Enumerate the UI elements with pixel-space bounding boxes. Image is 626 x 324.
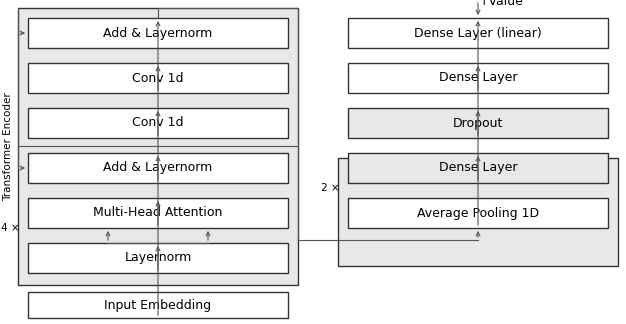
Text: Multi-Head Attention: Multi-Head Attention	[93, 206, 223, 219]
Bar	[28, 18, 288, 48]
Text: Add & Layernorm: Add & Layernorm	[103, 161, 213, 175]
Text: Dropout: Dropout	[453, 117, 503, 130]
Text: Input Embedding: Input Embedding	[105, 298, 212, 311]
Text: Dense Layer: Dense Layer	[439, 72, 517, 85]
Text: 4 ×: 4 ×	[1, 223, 19, 233]
Bar	[28, 153, 288, 183]
Text: Transformer Encoder: Transformer Encoder	[3, 93, 13, 202]
Text: 2 ×: 2 ×	[321, 183, 339, 193]
Text: Layernorm: Layernorm	[125, 251, 192, 264]
Text: Conv 1d: Conv 1d	[132, 117, 184, 130]
Bar	[28, 243, 288, 273]
Bar	[18, 8, 298, 285]
Text: Conv 1d: Conv 1d	[132, 72, 184, 85]
Bar	[28, 198, 288, 228]
Bar	[28, 292, 288, 318]
Bar	[338, 158, 618, 266]
Text: Dense Layer: Dense Layer	[439, 161, 517, 175]
Bar	[348, 153, 608, 183]
Text: ↑Value: ↑Value	[478, 0, 523, 8]
Bar	[348, 108, 608, 138]
Bar	[28, 108, 288, 138]
Bar	[28, 63, 288, 93]
Text: Add & Layernorm: Add & Layernorm	[103, 27, 213, 40]
Text: Average Pooling 1D: Average Pooling 1D	[417, 206, 539, 219]
Bar	[348, 198, 608, 228]
Text: Dense Layer (linear): Dense Layer (linear)	[414, 27, 542, 40]
Bar	[348, 18, 608, 48]
Bar	[348, 63, 608, 93]
